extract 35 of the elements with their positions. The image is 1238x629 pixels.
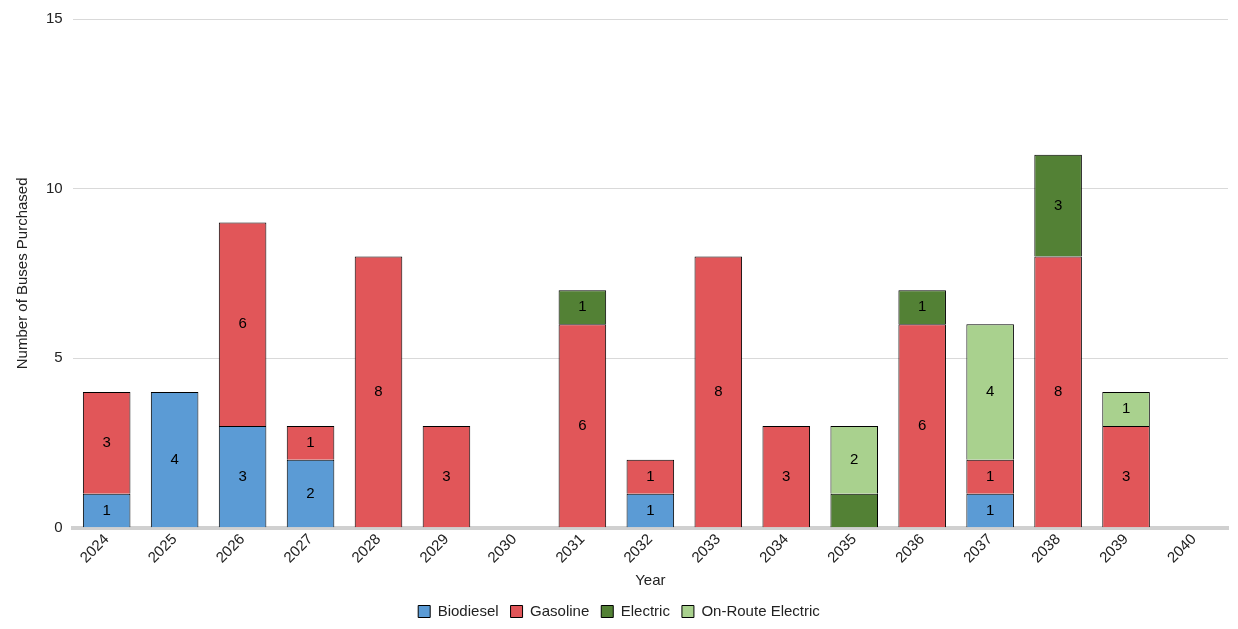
data-label: 3 <box>442 466 451 484</box>
data-label: 3 <box>1053 195 1063 213</box>
data-label: 1 <box>918 297 927 315</box>
data-label: 8 <box>1053 381 1063 399</box>
data-label: 1 <box>578 297 587 315</box>
data-label: 1 <box>102 500 111 518</box>
data-label: 3 <box>1121 466 1131 484</box>
legend-label: On-Route Electric <box>701 601 821 619</box>
y-tick-label: 0 <box>54 517 63 535</box>
data-label: 6 <box>578 415 587 433</box>
y-axis-title: Number of Buses Purchased <box>13 177 31 370</box>
data-label: 8 <box>374 381 383 399</box>
data-label: 1 <box>306 433 315 451</box>
legend-label: Gasoline <box>530 601 590 619</box>
data-label: 4 <box>170 449 179 467</box>
data-label: 2 <box>850 449 859 467</box>
legend-label: Electric <box>620 601 671 619</box>
data-label: 6 <box>238 314 247 332</box>
data-label: 4 <box>985 382 995 400</box>
data-label: 1 <box>1121 399 1131 417</box>
data-label: 1 <box>646 466 655 484</box>
data-label: 2 <box>306 483 315 501</box>
data-label: 1 <box>646 500 655 518</box>
data-label: 8 <box>714 381 723 399</box>
legend-label: Biodiesel <box>437 601 499 619</box>
data-label: 1 <box>985 500 995 518</box>
x-axis-title: Year <box>635 571 666 589</box>
y-tick-label: 10 <box>46 178 63 196</box>
data-label: 3 <box>102 433 111 451</box>
data-label: 3 <box>238 466 247 484</box>
y-tick-label: 15 <box>46 9 63 27</box>
data-label: 3 <box>782 466 791 484</box>
data-label: 6 <box>918 415 927 433</box>
data-label: 1 <box>985 466 995 484</box>
y-tick-label: 5 <box>54 348 63 366</box>
